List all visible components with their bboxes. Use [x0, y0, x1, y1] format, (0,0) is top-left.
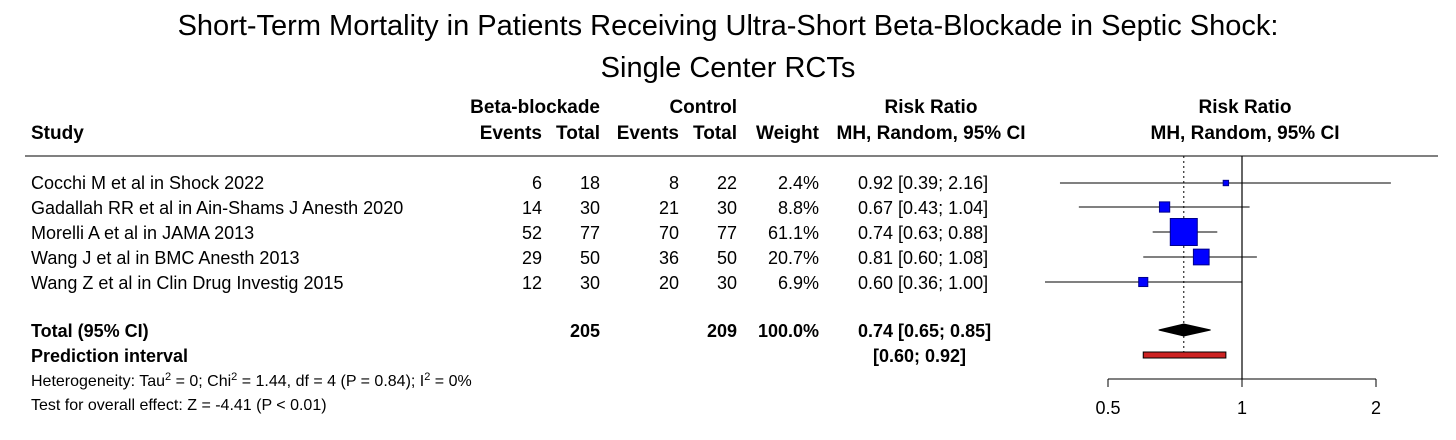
- total-control: 77: [716, 223, 737, 243]
- header-total-control: Total: [693, 123, 737, 144]
- ci-text: 0.67 [0.43; 1.04]: [858, 198, 989, 218]
- study-name: Gadallah RR et al in Ain-Shams J Anesth …: [31, 198, 404, 218]
- ci-text: 0.74 [0.63; 0.88]: [858, 223, 989, 243]
- events-control: 21: [658, 198, 679, 218]
- x-axis-tick-label: 0.5: [1095, 398, 1120, 418]
- ci-text: 0.60 [0.36; 1.00]: [858, 273, 989, 293]
- prediction-interval-bar: [1142, 351, 1227, 359]
- header-events-control: Events: [616, 123, 679, 144]
- x-axis-tick-label: 1: [1237, 398, 1247, 418]
- pooled-diamond: [1158, 323, 1211, 337]
- weight-value: 61.1%: [767, 223, 819, 243]
- study-square-marker: [1222, 179, 1230, 187]
- total-control: 22: [716, 173, 737, 193]
- total-control: 30: [716, 273, 737, 293]
- study-square-marker: [1138, 276, 1149, 288]
- header-weight: Weight: [756, 123, 819, 144]
- events-treatment: 52: [521, 223, 542, 243]
- header-group-plot-risk-ratio: Risk Ratio: [1198, 97, 1292, 118]
- total-weight: 100.0%: [757, 321, 819, 341]
- header-events-treatment: Events: [479, 123, 542, 144]
- study-name: Wang J et al in BMC Anesth 2013: [31, 248, 300, 268]
- header-method: MH, Random, 95% CI: [836, 123, 1026, 144]
- header-group-risk-ratio: Risk Ratio: [884, 97, 978, 118]
- events-control: 70: [658, 223, 679, 243]
- total-treatment: 18: [579, 173, 600, 193]
- overall-effect-text: Test for overall effect: Z = -4.41 (P < …: [31, 397, 327, 414]
- events-treatment: 14: [521, 198, 542, 218]
- events-control: 36: [658, 248, 679, 268]
- weight-value: 20.7%: [767, 248, 819, 268]
- total-control: 30: [716, 198, 737, 218]
- chart-title-line1: Short-Term Mortality in Patients Receivi…: [177, 10, 1279, 42]
- chart-title-line2: Single Center RCTs: [600, 52, 856, 84]
- weight-value: 6.9%: [777, 273, 819, 293]
- total-treatment: 30: [579, 273, 600, 293]
- total-treatment: 77: [579, 223, 600, 243]
- weight-value: 8.8%: [777, 198, 819, 218]
- ci-text: 0.81 [0.60; 1.08]: [858, 248, 989, 268]
- study-name: Wang Z et al in Clin Drug Investig 2015: [31, 273, 344, 293]
- total-ci-text: 0.74 [0.65; 0.85]: [858, 321, 992, 341]
- header-plot-method: MH, Random, 95% CI: [1150, 123, 1340, 144]
- total-n-treatment: 205: [569, 321, 600, 341]
- total-control: 50: [716, 248, 737, 268]
- study-name: Morelli A et al in JAMA 2013: [31, 223, 255, 243]
- prediction-label: Prediction interval: [31, 346, 189, 366]
- header-group-treatment: Beta-blockade: [470, 97, 600, 118]
- events-treatment: 29: [521, 248, 542, 268]
- total-n-control: 209: [706, 321, 737, 341]
- study-square-marker: [1192, 248, 1210, 266]
- study-name: Cocchi M et al in Shock 2022: [31, 173, 265, 193]
- header-group-control: Control: [669, 97, 737, 118]
- events-control: 20: [658, 273, 679, 293]
- total-label: Total (95% CI): [31, 321, 149, 341]
- study-square-marker: [1169, 218, 1198, 246]
- heterogeneity-text: Heterogeneity: Tau2 = 0; Chi2 = 1.44, df…: [31, 371, 472, 391]
- events-treatment: 6: [531, 173, 542, 193]
- prediction-ci-text: [0.60; 0.92]: [873, 346, 967, 366]
- weight-value: 2.4%: [777, 173, 819, 193]
- ci-text: 0.92 [0.39; 2.16]: [858, 173, 989, 193]
- total-treatment: 50: [579, 248, 600, 268]
- events-control: 8: [668, 173, 679, 193]
- x-axis-tick-label: 2: [1371, 398, 1381, 418]
- header-total-treatment: Total: [556, 123, 600, 144]
- events-treatment: 12: [521, 273, 542, 293]
- total-treatment: 30: [579, 198, 600, 218]
- header-study: Study: [31, 123, 84, 144]
- study-square-marker: [1158, 201, 1171, 213]
